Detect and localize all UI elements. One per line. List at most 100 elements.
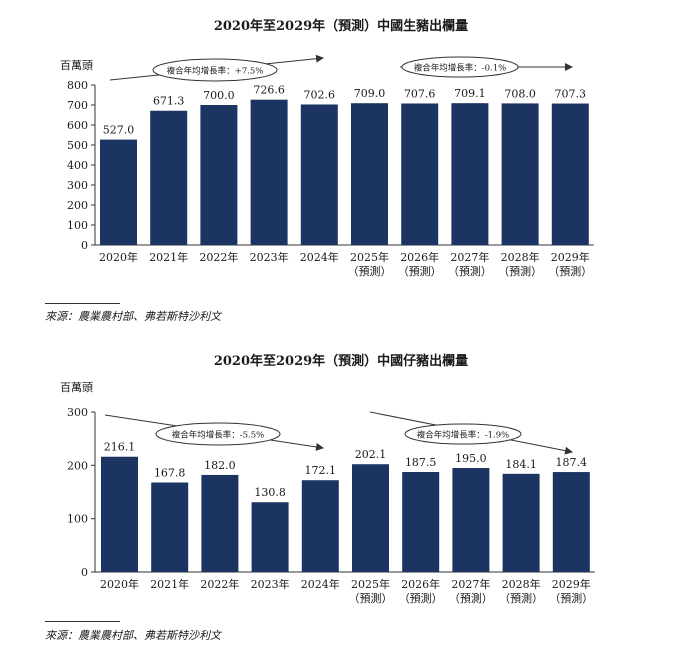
y-tick-label: 700 (67, 99, 88, 112)
cagr-ellipse (152, 58, 278, 82)
cagr-label: 複合年均增長率：-1.9% (417, 430, 509, 441)
x-tick-sublabel: （預測） (449, 591, 493, 605)
bar-value-label: 202.1 (355, 448, 387, 461)
bar (352, 464, 389, 572)
bar-value-label: 195.0 (455, 452, 487, 465)
bar (551, 103, 589, 245)
cagr-ellipse (155, 422, 281, 446)
bar (300, 104, 338, 245)
x-tick-label: 2028年 (502, 577, 541, 591)
source-note: 來源：農業農村部、弗若斯特沙利文 (45, 629, 221, 642)
y-tick-label: 0 (81, 566, 88, 579)
bar-value-label: 671.3 (153, 95, 185, 108)
x-tick-label: 2023年 (251, 577, 290, 591)
x-tick-label: 2025年 (351, 577, 390, 591)
y-axis-unit-label: 百萬頭 (60, 381, 93, 394)
bar (150, 110, 188, 246)
bar-value-label: 707.3 (555, 88, 587, 101)
bar (201, 474, 239, 572)
bar (501, 103, 539, 246)
x-tick-sublabel: （預測） (549, 591, 593, 605)
bar (101, 456, 138, 572)
bar-value-label: 216.1 (104, 441, 136, 454)
x-tick-label: 2027年 (451, 577, 490, 591)
x-tick-label: 2020年 (100, 577, 139, 591)
y-tick-label: 300 (67, 179, 88, 192)
bar-value-label: 187.5 (405, 456, 437, 469)
bar-value-label: 182.0 (204, 459, 236, 472)
x-tick-label: 2020年 (99, 250, 138, 264)
x-tick-sublabel: （預測） (448, 264, 492, 278)
cagr-label: 複合年均增長率：-5.5% (172, 430, 264, 441)
cagr-ellipse (401, 56, 519, 78)
source-note: 來源：農業農村部、弗若斯特沙利文 (45, 310, 221, 323)
bar-value-label: 702.6 (304, 88, 336, 101)
bar-value-label: 709.1 (454, 87, 486, 100)
x-tick-sublabel: （預測） (498, 264, 542, 278)
y-tick-label: 100 (67, 219, 88, 232)
x-tick-label: 2022年 (199, 250, 238, 264)
bar (451, 103, 489, 246)
x-tick-label: 2021年 (149, 250, 188, 264)
x-tick-label: 2024年 (300, 250, 339, 264)
chart-title: 2020年至2029年（預測）中國生豬出欄量 (213, 19, 469, 34)
source-divider (45, 303, 120, 304)
bar (301, 480, 339, 572)
bar (100, 139, 137, 245)
x-tick-label: 2023年 (250, 250, 289, 264)
y-tick-label: 600 (67, 119, 88, 132)
bar-value-label: 709.0 (354, 87, 386, 100)
bar-value-label: 184.1 (505, 458, 537, 471)
bar (151, 482, 189, 572)
bar-chart-svg: 0 100 200 300 400 500 600 700 800 527.0 2020年 671.3… (67, 54, 594, 278)
cagr-ellipse (404, 423, 522, 445)
x-tick-sublabel: （預測） (349, 591, 393, 605)
chart-block-1: 2020年至2029年（預測）中國生豬出欄量 百萬頭 0 100 200 300 400… (45, 19, 594, 323)
bar-value-label: 527.0 (103, 124, 135, 137)
y-tick-label: 800 (67, 79, 88, 92)
bar-value-label: 700.0 (203, 89, 235, 102)
bar (250, 99, 288, 246)
bar-chart-svg: 0 100 200 300 216.1 2020年 167.8 2021年 182.0 2022年… (67, 406, 595, 605)
bar (452, 468, 490, 572)
x-tick-label: 2024年 (301, 577, 340, 591)
bar (251, 502, 289, 572)
x-tick-label: 2022年 (200, 577, 239, 591)
chart-title: 2020年至2029年（預測）中國仔豬出欄量 (213, 354, 469, 369)
x-tick-sublabel: （預測） (548, 264, 592, 278)
x-tick-label: 2029年 (551, 250, 590, 264)
bar-value-label: 707.6 (404, 87, 436, 100)
bar-value-label: 726.6 (253, 84, 285, 97)
x-tick-sublabel: （預測） (399, 591, 443, 605)
cagr-label: 複合年均增長率：-0.1% (414, 63, 506, 74)
x-tick-label: 2025年 (350, 250, 389, 264)
bar (401, 103, 439, 245)
bar (552, 472, 590, 572)
y-tick-label: 400 (67, 159, 88, 172)
x-tick-label: 2026年 (400, 250, 439, 264)
bar (402, 472, 440, 572)
x-tick-label: 2026年 (401, 577, 440, 591)
x-tick-label: 2028年 (501, 250, 540, 264)
y-tick-label: 500 (67, 139, 88, 152)
cagr-label: 複合年均增長率：+7.5% (167, 66, 264, 77)
bar-value-label: 167.8 (154, 467, 186, 480)
source-divider (45, 621, 120, 622)
y-tick-label: 0 (81, 239, 88, 252)
bar-value-label: 130.8 (254, 486, 286, 499)
x-tick-sublabel: （預測） (348, 264, 392, 278)
y-axis-unit-label: 百萬頭 (60, 59, 93, 72)
bar (351, 103, 388, 245)
y-tick-label: 300 (67, 406, 88, 419)
x-tick-label: 2021年 (150, 577, 189, 591)
x-tick-sublabel: （預測） (499, 591, 543, 605)
y-tick-label: 200 (67, 459, 88, 472)
chart-block-2: 2020年至2029年（預測）中國仔豬出欄量 百萬頭 0 100 200 300 216… (0, 330, 682, 656)
x-tick-sublabel: （預測） (398, 264, 442, 278)
y-tick-label: 100 (67, 513, 88, 526)
bar-value-label: 708.0 (504, 87, 536, 100)
bar-value-label: 187.4 (556, 456, 588, 469)
x-tick-label: 2027年 (450, 250, 489, 264)
bar (502, 473, 540, 572)
x-tick-label: 2029年 (552, 577, 591, 591)
